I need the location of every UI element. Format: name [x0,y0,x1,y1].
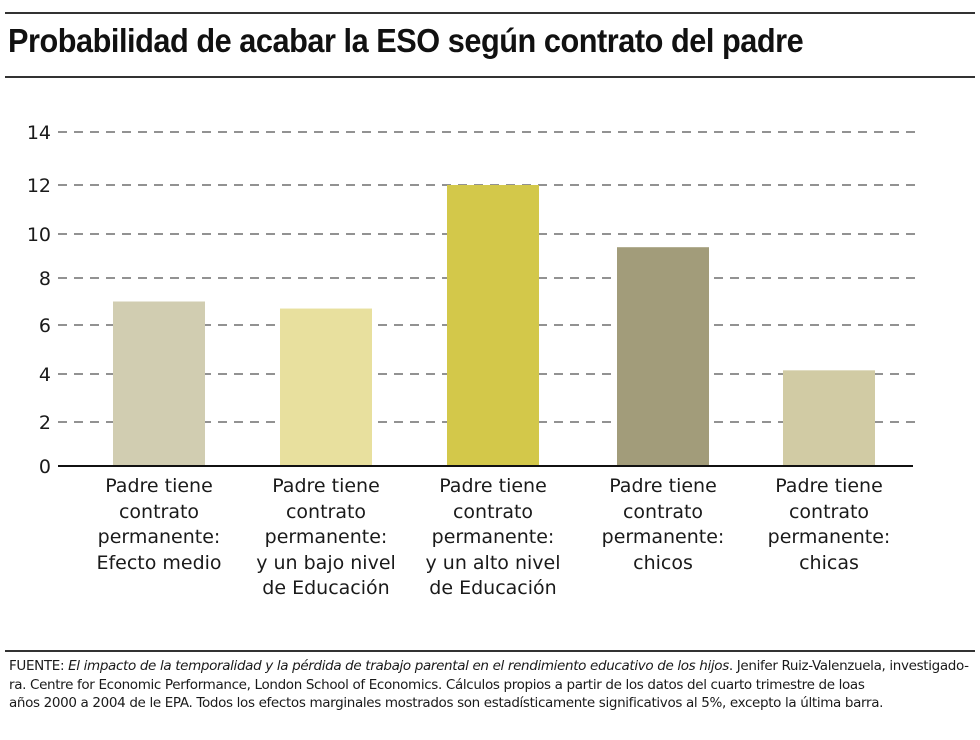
source-line-3: años 2000 a 2004 de le EPA. Todos los ef… [9,695,884,711]
source-note: FUENTE: El impacto de la temporalidad y … [9,657,974,713]
x-category-label-line: contrato [622,500,704,523]
x-category-label-line: chicas [799,551,859,574]
y-tick-label: 14 [27,122,51,144]
bar [617,247,709,466]
x-category-label-line: Padre tiene [609,475,717,497]
x-category-label-line: contrato [452,500,534,523]
bar [783,370,875,466]
x-category-label-line: permanente: [601,526,725,548]
y-tick-label: 8 [39,268,51,290]
source-prefix: FUENTE: [9,658,69,674]
y-tick-label: 12 [27,175,51,197]
x-category-label-line: contrato [285,500,367,523]
x-category-label-line: permanente: [264,526,388,548]
y-tick-label: 4 [39,364,51,386]
source-line-2: ra. Centre for Economic Performance, Lon… [9,676,865,693]
footer-rule [5,650,975,652]
x-category-label-line: y un bajo nivel [256,551,396,574]
source-author: . Jenifer Ruiz-Valenzuela, investigado- [728,658,969,674]
x-category-label-line: Padre tiene [105,475,213,497]
x-category-label-line: y un alto nivel [425,551,561,574]
source-study-title: El impacto de la temporalidad y la pérdi… [68,658,729,674]
x-category-label-line: Padre tiene [775,475,883,497]
x-category-label-line: permanente: [97,526,221,548]
title-bottom-rule [5,76,975,78]
bar [113,301,205,466]
x-category-label-line: permanente: [767,526,891,548]
x-category-label-line: contrato [788,500,870,523]
source-line-1: FUENTE: El impacto de la temporalidad y … [9,657,974,676]
x-category-label: Padre tiene contrato permanente: y un bajo … [241,474,411,602]
y-tick-label: 2 [39,412,51,434]
x-category-label-line: permanente: [431,526,555,548]
bars [113,185,875,466]
bar-chart: 0 2 4 6 8 10 12 14 [27,122,920,478]
x-category-label: Padre tiene contrato permanente: chicas [744,474,914,576]
y-tick-label: 10 [27,224,51,246]
title-top-rule [5,12,975,14]
x-category-label: Padre tiene contrato permanente: chicos [578,474,748,576]
bar [447,185,539,466]
x-category-label-line: Padre tiene [439,475,547,497]
y-tick-label: 0 [39,456,51,478]
x-category-label-line: de Educación [429,577,557,599]
x-category-label: Padre tiene contrato permanente: Efecto med… [74,474,244,576]
y-axis-ticks: 0 2 4 6 8 10 12 14 [27,122,51,478]
x-category-label-line: Padre tiene [272,475,380,497]
x-category-label-line: contrato [118,500,200,523]
x-category-label-line: de Educación [262,577,390,599]
x-category-label-line: Efecto medio [96,551,222,574]
page-title: Probabilidad de acabar la ESO según cont… [8,22,804,59]
y-tick-label: 6 [39,315,51,337]
x-category-label-line: chicos [633,551,693,574]
x-category-label: Padre tiene contrato permanente: y un alto … [408,474,578,602]
bar [280,308,372,466]
